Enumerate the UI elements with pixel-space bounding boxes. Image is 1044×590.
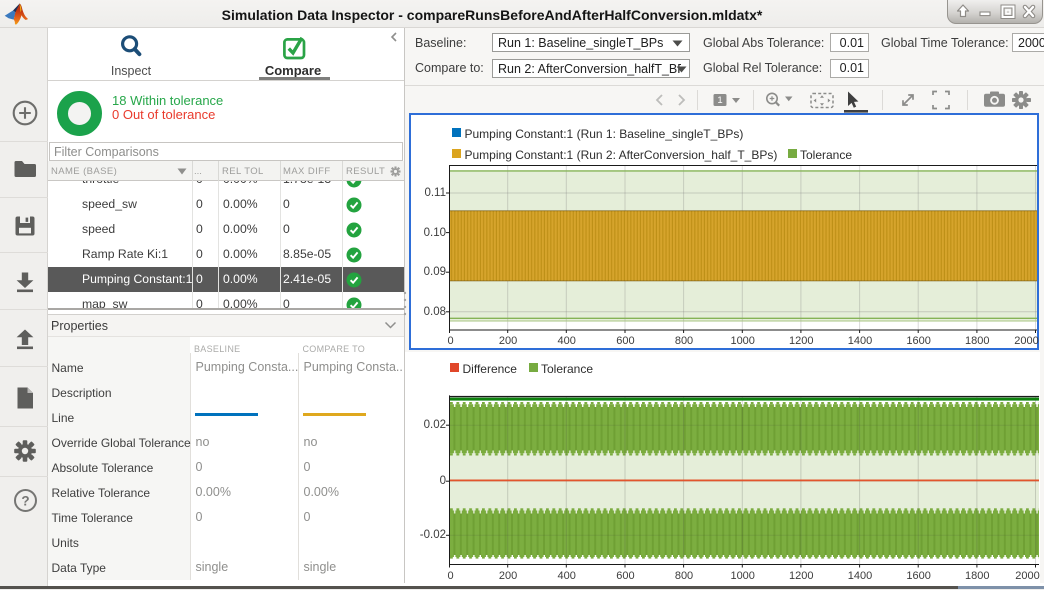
svg-text:?: ? [21, 493, 29, 508]
svg-text:1: 1 [717, 95, 722, 106]
